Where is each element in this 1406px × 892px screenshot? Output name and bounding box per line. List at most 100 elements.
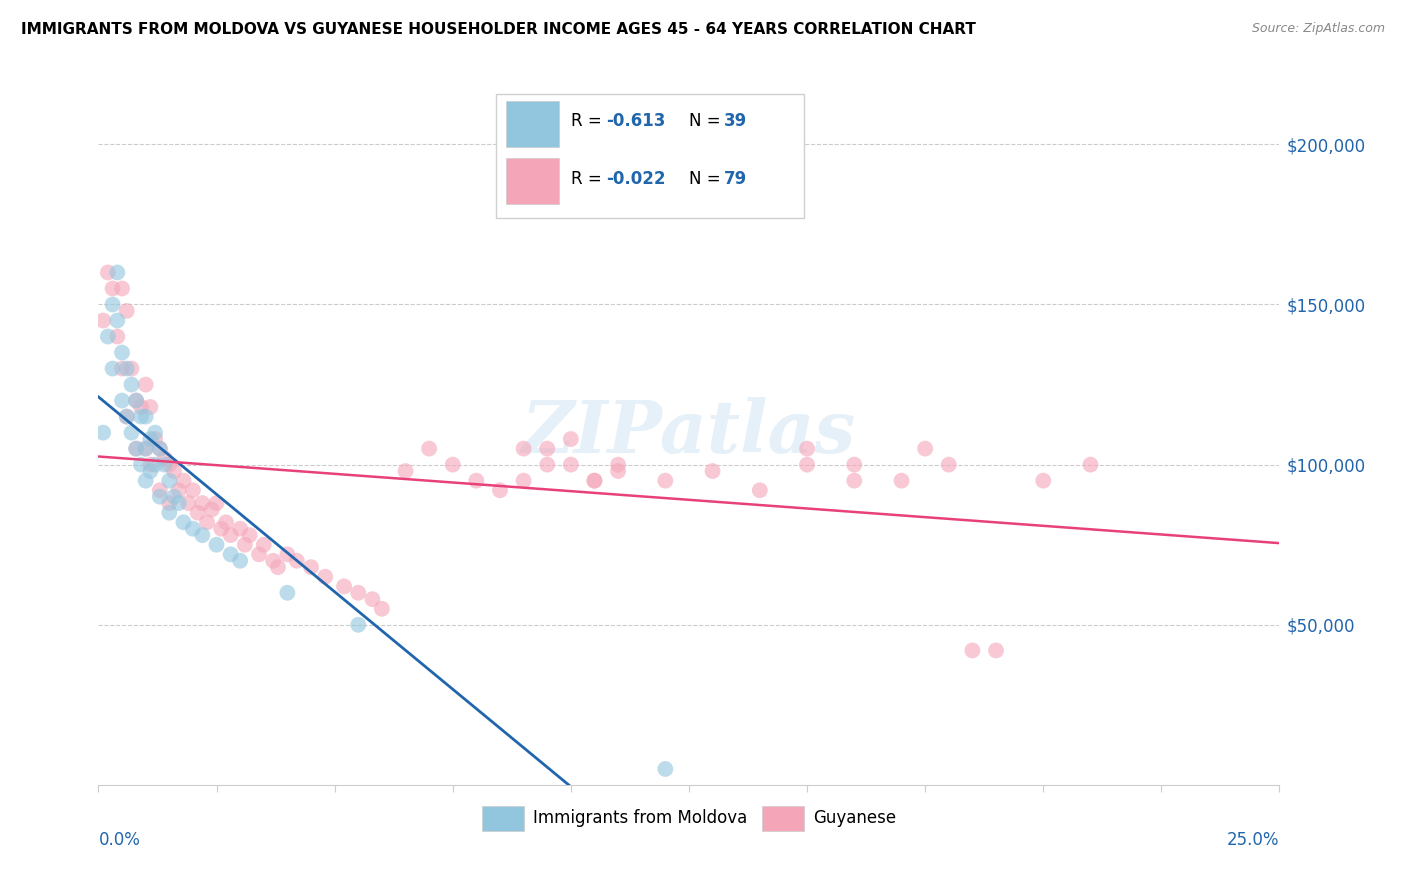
Point [195, 516, 218, 530]
Text: 79: 79 [724, 170, 748, 188]
Point [129, 458, 152, 472]
Text: 0.0%: 0.0% [98, 830, 141, 849]
Point [97, 329, 120, 343]
Point [418, 442, 440, 456]
Point [125, 393, 148, 408]
Point [157, 458, 180, 472]
Point [253, 538, 276, 552]
Point [333, 579, 356, 593]
Point [101, 361, 124, 376]
Point [105, 329, 128, 343]
Point [97, 265, 120, 279]
Point [1032, 474, 1054, 488]
Point [139, 464, 162, 478]
Point [143, 432, 166, 446]
Point [583, 474, 606, 488]
Point [105, 265, 128, 279]
Point [844, 474, 866, 488]
Point [111, 345, 134, 359]
Point [153, 458, 176, 472]
Point [1080, 458, 1102, 472]
Text: N =: N = [689, 112, 725, 130]
Point [984, 643, 1007, 657]
Point [371, 601, 394, 615]
Point [139, 432, 162, 446]
Point [267, 560, 290, 574]
Point [187, 506, 209, 520]
Point [149, 442, 172, 456]
Point [219, 528, 242, 542]
Point [115, 361, 138, 376]
Point [143, 458, 166, 472]
Point [262, 554, 284, 568]
Point [111, 281, 134, 295]
FancyBboxPatch shape [496, 95, 803, 218]
Point [139, 458, 162, 472]
Point [111, 361, 134, 376]
Point [149, 442, 172, 456]
Point [347, 617, 370, 632]
Point [654, 762, 676, 776]
Point [890, 474, 912, 488]
Point [583, 474, 606, 488]
Point [299, 560, 322, 574]
Point [91, 425, 114, 440]
Text: Guyanese: Guyanese [813, 809, 896, 827]
Point [441, 458, 464, 472]
Point [135, 409, 157, 424]
Point [115, 409, 138, 424]
Point [149, 483, 172, 498]
Text: Immigrants from Moldova: Immigrants from Moldova [533, 809, 748, 827]
Point [512, 442, 534, 456]
Text: ZIPatlas: ZIPatlas [522, 397, 856, 468]
Point [844, 458, 866, 472]
Point [167, 496, 190, 510]
Point [125, 393, 148, 408]
Point [191, 528, 214, 542]
Point [205, 496, 228, 510]
Point [167, 483, 190, 498]
Point [115, 409, 138, 424]
Point [465, 474, 488, 488]
Point [361, 592, 384, 607]
Point [215, 516, 238, 530]
Point [914, 442, 936, 456]
Point [512, 474, 534, 488]
Point [560, 432, 582, 446]
Point [135, 442, 157, 456]
Point [205, 538, 228, 552]
Point [209, 522, 232, 536]
Point [702, 464, 724, 478]
Text: IMMIGRANTS FROM MOLDOVA VS GUYANESE HOUSEHOLDER INCOME AGES 45 - 64 YEARS CORREL: IMMIGRANTS FROM MOLDOVA VS GUYANESE HOUS… [21, 22, 976, 37]
Point [91, 313, 114, 327]
Text: -0.613: -0.613 [606, 112, 665, 130]
Point [191, 496, 214, 510]
Point [111, 393, 134, 408]
Point [796, 442, 818, 456]
Point [201, 502, 224, 516]
Text: Source: ZipAtlas.com: Source: ZipAtlas.com [1251, 22, 1385, 36]
Point [285, 554, 308, 568]
Point [247, 547, 270, 561]
Point [139, 400, 162, 414]
Text: N =: N = [689, 170, 725, 188]
Point [125, 442, 148, 456]
Point [962, 643, 984, 657]
Point [536, 458, 558, 472]
Point [135, 442, 157, 456]
Point [181, 483, 204, 498]
Text: R =: R = [571, 170, 607, 188]
Point [121, 361, 143, 376]
Point [239, 528, 262, 542]
Point [143, 425, 166, 440]
Point [347, 586, 370, 600]
Point [105, 313, 128, 327]
FancyBboxPatch shape [762, 806, 803, 830]
Point [276, 586, 298, 600]
Point [163, 490, 186, 504]
Point [181, 522, 204, 536]
Point [748, 483, 770, 498]
Point [536, 442, 558, 456]
Point [129, 400, 152, 414]
Point [219, 547, 242, 561]
